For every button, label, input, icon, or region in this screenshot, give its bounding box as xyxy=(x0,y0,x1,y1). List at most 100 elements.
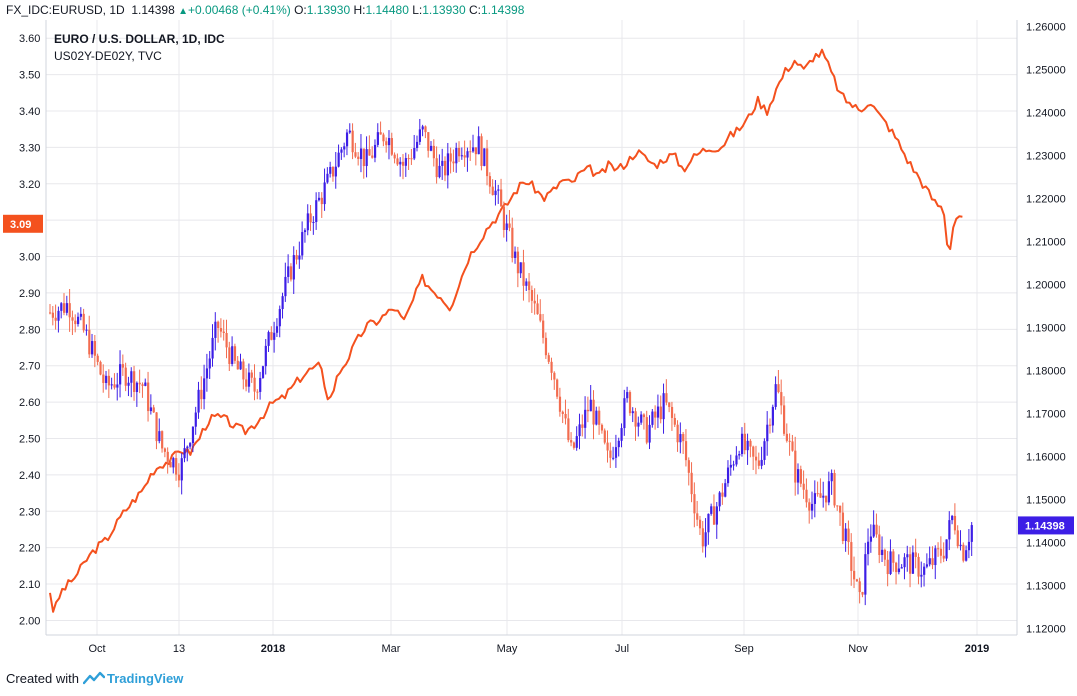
candle-body xyxy=(326,173,329,183)
candle-body xyxy=(547,355,550,362)
high-label: H: xyxy=(353,3,366,17)
candle-body xyxy=(951,515,954,521)
candle-body xyxy=(917,556,920,577)
open-label: O: xyxy=(294,3,307,17)
candle-body xyxy=(651,411,654,425)
candle-body xyxy=(57,310,60,321)
right-axis-tick: 1.25000 xyxy=(1026,64,1066,76)
x-axis-tick: 2019 xyxy=(965,643,989,655)
candle-body xyxy=(648,424,651,443)
candle-body xyxy=(135,382,139,393)
candle-body xyxy=(724,483,727,497)
candle-body xyxy=(65,303,69,313)
candle-body xyxy=(827,481,831,503)
candle-body xyxy=(138,382,141,385)
candle-body xyxy=(584,409,587,428)
candle-body xyxy=(965,550,968,561)
candle-body xyxy=(219,328,223,332)
symbol-header: FX_IDC:EURUSD, 1D 1.14398 ▲+0.00468 (+0.… xyxy=(6,3,524,17)
candle-body xyxy=(673,417,676,425)
candle-body xyxy=(166,451,169,462)
candle-body xyxy=(752,446,755,457)
candle-body xyxy=(693,494,696,514)
candle-body xyxy=(659,406,662,420)
eurusd-last-tag xyxy=(1018,516,1074,535)
right-axis-tick: 1.16000 xyxy=(1026,452,1066,464)
left-axis-tick: 2.00 xyxy=(19,615,40,627)
candle-body xyxy=(231,346,234,364)
candle-body xyxy=(830,473,833,482)
right-axis-tick: 1.26000 xyxy=(1026,21,1066,33)
candle-body xyxy=(183,448,186,459)
candle-body xyxy=(79,313,83,317)
candle-body xyxy=(208,358,211,369)
candle-body xyxy=(556,379,559,397)
candle-body xyxy=(455,147,458,164)
candle-body xyxy=(505,223,508,230)
candle-body xyxy=(953,515,957,531)
candle-body xyxy=(895,562,898,573)
candle-body xyxy=(320,197,323,205)
candle-body xyxy=(130,371,133,383)
candle-body xyxy=(497,189,500,191)
candle-body xyxy=(514,251,517,258)
eurusd-last-value: 1.14398 xyxy=(1025,520,1065,532)
candle-body xyxy=(491,186,494,196)
candle-body xyxy=(539,314,542,321)
x-axis-tick: May xyxy=(497,643,518,655)
candle-body xyxy=(623,398,626,429)
candle-body xyxy=(802,483,805,490)
candle-body xyxy=(959,544,962,547)
candle-body xyxy=(264,345,267,367)
candle-body xyxy=(609,450,612,458)
candle-body xyxy=(861,592,864,595)
candle-body xyxy=(161,431,164,449)
candle-body xyxy=(914,552,917,557)
left-axis-tick: 3.00 xyxy=(19,252,40,264)
candle-body xyxy=(200,389,203,400)
candle-body xyxy=(662,393,665,420)
spread-series xyxy=(49,48,963,613)
candle-body xyxy=(331,166,335,177)
candle-body xyxy=(771,406,774,426)
candle-body xyxy=(850,542,853,571)
candle-body xyxy=(382,134,385,142)
last-price: 1.14398 xyxy=(131,3,175,17)
candle-body xyxy=(110,384,113,386)
candle-body xyxy=(191,426,195,444)
price-change: +0.00468 (+0.41%) xyxy=(188,3,291,17)
candle-body xyxy=(738,454,741,456)
candle-body xyxy=(533,300,536,304)
candle-body xyxy=(368,149,371,156)
candle-body xyxy=(508,223,511,228)
candle-body xyxy=(600,424,604,431)
left-axis-tick: 2.10 xyxy=(19,579,40,591)
candle-body xyxy=(354,152,357,157)
candle-body xyxy=(575,436,578,448)
candle-body xyxy=(463,155,466,158)
candle-body xyxy=(124,367,127,386)
legend-compare-series[interactable]: US02Y-DE02Y, TVC xyxy=(54,49,162,63)
candle-body xyxy=(780,392,783,406)
candle-body xyxy=(586,409,590,412)
tradingview-link[interactable]: TradingView xyxy=(106,671,184,686)
candle-body xyxy=(480,136,483,166)
candle-body xyxy=(774,384,777,407)
legend-main-series[interactable]: EURO / U.S. DOLLAR, 1D, IDC xyxy=(54,32,225,46)
candle-body xyxy=(298,255,301,260)
x-axis-tick: Nov xyxy=(848,643,868,655)
left-axis-tick: 2.30 xyxy=(19,506,40,518)
symbol-name: FX_IDC:EURUSD, 1D xyxy=(6,3,125,17)
candle-body xyxy=(236,360,239,370)
candle-body xyxy=(698,519,702,529)
candle-body xyxy=(376,132,379,145)
chart-legend: EURO / U.S. DOLLAR, 1D, IDC US02Y-DE02Y,… xyxy=(54,31,225,65)
candle-body xyxy=(558,396,562,412)
candle-body xyxy=(934,548,937,566)
candle-body xyxy=(49,312,52,314)
left-axis-tick: 2.80 xyxy=(19,324,40,336)
candle-body xyxy=(278,309,281,327)
right-axis-tick: 1.15000 xyxy=(1026,495,1066,507)
low-label: L: xyxy=(412,3,423,17)
